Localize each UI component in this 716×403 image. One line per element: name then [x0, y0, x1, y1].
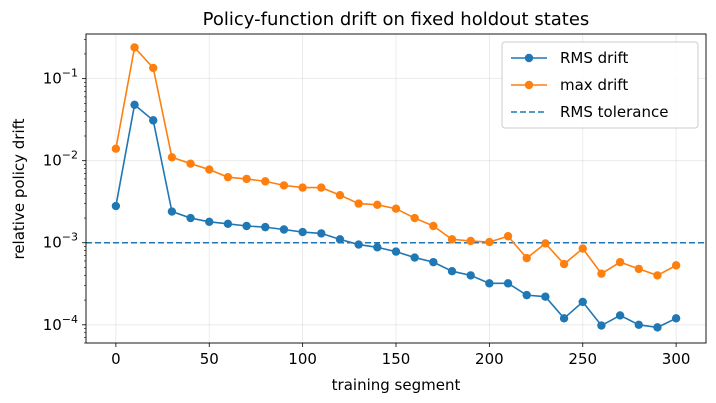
legend-marker-rms-drift	[524, 53, 534, 63]
legend-label-max-drift: max drift	[560, 76, 628, 94]
rms-drift-point	[298, 227, 307, 237]
rms-drift-point	[671, 314, 681, 323]
x-tick-label: 150	[382, 350, 411, 368]
max-drift-point	[447, 235, 457, 244]
max-drift-point	[391, 204, 401, 213]
max-drift-point	[485, 237, 494, 247]
rms-drift-point	[261, 222, 270, 232]
max-drift-point	[279, 181, 289, 190]
max-drift-point	[167, 153, 177, 162]
max-drift-point	[578, 244, 587, 253]
y-tick-exponent: −1	[62, 67, 78, 80]
rms-drift-point	[597, 321, 606, 330]
y-tick-base: 10	[43, 234, 62, 252]
max-drift-point	[541, 239, 550, 248]
x-axis-ticks: 0 50 100 150 200 250 300	[111, 343, 690, 368]
max-drift-point	[223, 172, 233, 182]
rms-drift-point	[503, 279, 513, 288]
max-drift-point	[186, 159, 195, 168]
rms-drift-point	[391, 247, 401, 256]
rms-drift-point	[317, 229, 326, 238]
x-tick-label: 0	[111, 350, 121, 368]
x-axis-label: training segment	[332, 376, 461, 394]
max-drift-point	[149, 63, 158, 73]
rms-drift-point	[149, 116, 158, 125]
max-drift-point	[111, 144, 121, 153]
max-drift-point	[130, 43, 139, 52]
rms-drift-point	[634, 320, 643, 329]
max-drift-point	[615, 257, 625, 267]
max-drift-point	[205, 165, 214, 174]
rms-drift-point	[373, 243, 382, 252]
x-tick-label: 200	[475, 350, 504, 368]
rms-drift-point	[559, 314, 569, 323]
max-drift-point	[261, 177, 270, 186]
max-drift-point	[671, 261, 681, 270]
x-tick-label: 100	[288, 350, 317, 368]
max-drift-point	[373, 200, 382, 210]
max-drift-point	[634, 264, 643, 274]
max-drift-point	[298, 183, 307, 192]
x-tick-label: 300	[662, 350, 691, 368]
rms-drift-point	[447, 266, 457, 276]
max-drift-point	[410, 213, 419, 223]
rms-drift-point	[485, 279, 494, 288]
max-drift-point	[522, 253, 531, 263]
y-tick-exponent: −4	[62, 313, 78, 326]
rms-drift-point	[335, 235, 345, 244]
rms-drift-point	[578, 297, 587, 307]
max-drift-point	[503, 232, 513, 241]
y-tick-label: 10−2	[43, 149, 78, 170]
max-drift-point	[429, 221, 438, 231]
y-tick-label: 10−4	[43, 313, 78, 334]
chart-title: Policy-function drift on fixed holdout s…	[203, 9, 590, 30]
max-drift-point	[317, 183, 326, 192]
legend-label-rms-tolerance: RMS tolerance	[560, 103, 668, 121]
rms-drift-point	[186, 213, 195, 223]
rms-drift-point	[410, 253, 419, 262]
rms-drift-point	[522, 290, 531, 300]
x-tick-label: 250	[568, 350, 597, 368]
max-drift-point	[242, 174, 251, 184]
series-layer	[111, 43, 681, 332]
y-axis-label: relative policy drift	[10, 118, 28, 259]
y-tick-label: 10−1	[43, 67, 78, 88]
max-drift-point	[653, 271, 662, 280]
x-tick-label: 50	[200, 350, 219, 368]
rms-drift-point	[541, 292, 550, 301]
rms-drift-point	[242, 221, 251, 231]
legend: RMS drift max drift RMS tolerance	[501, 41, 699, 129]
y-axis-ticks: 10−410−310−210−1	[43, 39, 86, 344]
legend-label-rms-drift: RMS drift	[560, 49, 629, 67]
max-drift-point	[335, 190, 345, 200]
y-tick-exponent: −2	[62, 149, 78, 162]
rms-drift-point	[279, 225, 289, 234]
y-tick-label: 10−3	[43, 231, 78, 252]
max-drift-point	[559, 259, 569, 269]
rms-drift-point	[429, 257, 438, 267]
rms-drift-point	[615, 311, 625, 320]
max-drift-point	[354, 199, 363, 208]
rms-drift-point	[653, 323, 662, 332]
rms-drift-point	[354, 240, 363, 249]
rms-drift-point	[223, 219, 233, 229]
legend-marker-max-drift	[524, 80, 534, 90]
max-drift-point	[597, 269, 606, 278]
max-drift-point	[466, 236, 475, 246]
y-tick-exponent: −3	[62, 231, 78, 244]
rms-drift-point	[167, 207, 177, 216]
rms-drift-point	[466, 271, 475, 280]
rms-drift-point	[130, 100, 139, 109]
y-tick-base: 10	[43, 70, 62, 88]
legend-box	[501, 41, 699, 129]
rms-drift-point	[205, 217, 214, 226]
rms-drift-point	[111, 201, 121, 211]
y-tick-base: 10	[43, 152, 62, 170]
y-tick-base: 10	[43, 316, 62, 334]
